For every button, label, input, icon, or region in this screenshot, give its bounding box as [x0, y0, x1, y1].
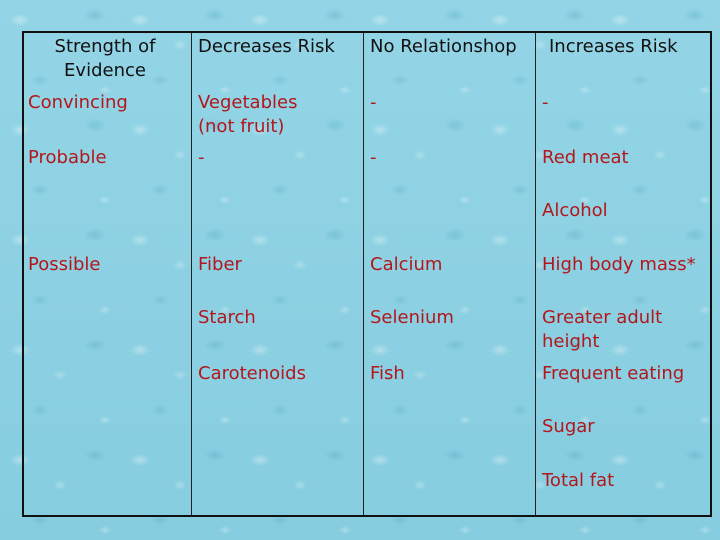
header-no-relationship: No Relationshop: [370, 36, 517, 57]
possible-increases-total-fat: Total fat: [542, 470, 615, 491]
possible-increases-adult-height: Greater adult height: [542, 306, 662, 354]
probable-increases-red-meat: Red meat: [542, 147, 629, 168]
row-label-convincing: Convincing: [28, 92, 128, 113]
row-label-probable: Probable: [28, 147, 107, 168]
possible-increases-frequent-eating: Frequent eating: [542, 363, 685, 384]
header-strength-line2: Evidence: [64, 60, 146, 81]
risk-evidence-table: [22, 31, 712, 517]
column-divider: [535, 33, 536, 515]
adult-height-line1: Greater adult: [542, 307, 663, 328]
header-increases-risk: Increases Risk: [549, 36, 678, 57]
convincing-increases: -: [542, 92, 549, 113]
row-label-possible: Possible: [28, 254, 101, 275]
probable-increases-alcohol: Alcohol: [542, 200, 608, 221]
possible-increases-body-mass: High body mass*: [542, 254, 696, 275]
probable-decreases: -: [198, 147, 205, 168]
possible-increases-sugar: Sugar: [542, 416, 595, 437]
possible-none-calcium: Calcium: [370, 254, 443, 275]
header-strength-line1: Strength of: [54, 36, 156, 57]
convincing-decreases-line2: (not fruit): [198, 116, 285, 137]
possible-none-fish: Fish: [370, 363, 405, 384]
convincing-no-relationship: -: [370, 92, 377, 113]
header-strength-of-evidence: Strength of Evidence: [40, 35, 170, 83]
possible-decreases-starch: Starch: [198, 307, 256, 328]
possible-decreases-fiber: Fiber: [198, 254, 242, 275]
convincing-decreases: Vegetables (not fruit): [198, 91, 297, 139]
column-divider: [191, 33, 192, 515]
adult-height-line2: height: [542, 331, 600, 352]
header-decreases-risk: Decreases Risk: [198, 36, 335, 57]
column-divider: [363, 33, 364, 515]
probable-no-relationship: -: [370, 147, 377, 168]
possible-none-selenium: Selenium: [370, 307, 454, 328]
possible-decreases-carotenoids: Carotenoids: [198, 363, 306, 384]
convincing-decreases-line1: Vegetables: [198, 92, 298, 113]
